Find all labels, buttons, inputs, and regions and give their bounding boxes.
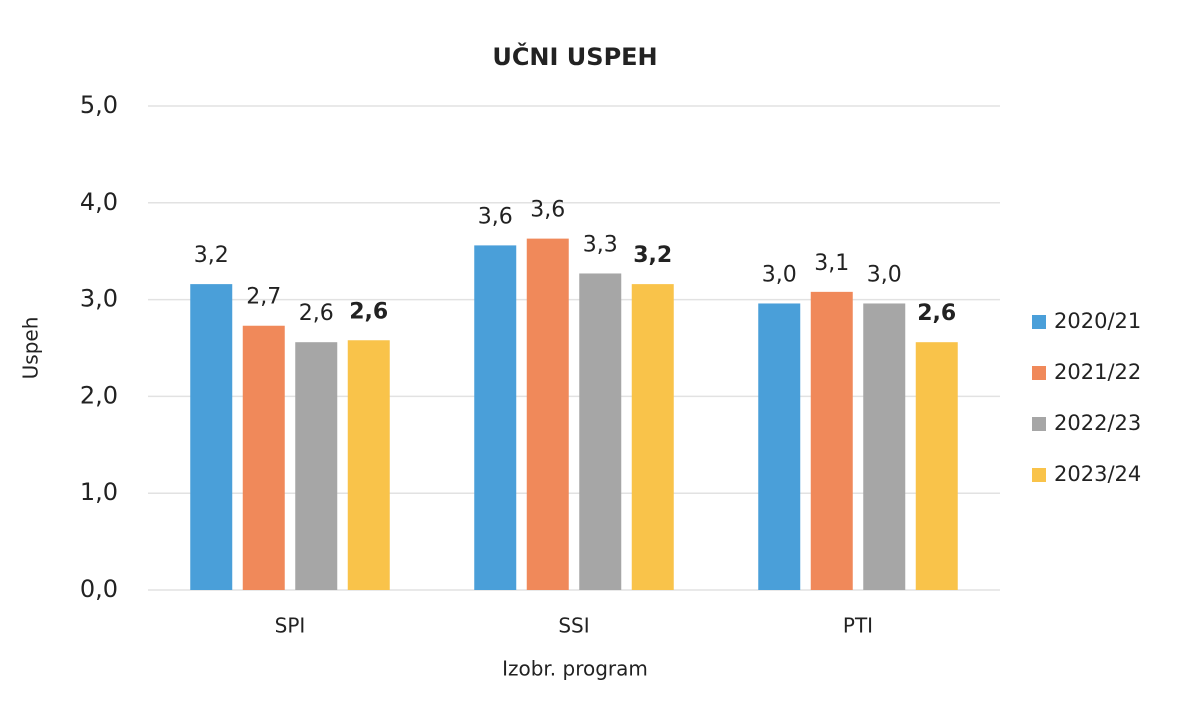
x-axis-label: Izobr. program <box>502 657 648 681</box>
y-tick-label: 4,0 <box>80 188 118 216</box>
data-label: 3,6 <box>530 198 565 223</box>
legend-swatch <box>1032 315 1046 329</box>
x-tick-label: PTI <box>843 614 873 638</box>
x-tick-label: SSI <box>558 614 589 638</box>
bar <box>810 291 853 590</box>
bar <box>526 238 569 590</box>
y-tick-label: 1,0 <box>80 478 118 506</box>
legend-label: 2021/22 <box>1054 360 1141 384</box>
y-tick-label: 5,0 <box>80 91 118 119</box>
legend-label: 2022/23 <box>1054 411 1141 435</box>
data-label: 3,6 <box>478 204 513 229</box>
chart-title: UČNI USPEH <box>492 41 657 71</box>
x-tick-label: SPI <box>275 614 306 638</box>
y-tick-label: 3,0 <box>80 285 118 313</box>
bar <box>190 284 233 590</box>
data-label: 3,0 <box>762 262 797 287</box>
y-tick-label: 0,0 <box>80 575 118 603</box>
legend-swatch <box>1032 366 1046 380</box>
data-label: 3,1 <box>814 251 849 276</box>
bar <box>915 342 958 590</box>
bar <box>758 303 801 590</box>
bar <box>863 303 906 590</box>
data-label: 3,0 <box>867 262 902 287</box>
bar <box>347 340 390 590</box>
y-tick-label: 2,0 <box>80 381 118 409</box>
bar <box>631 284 674 590</box>
legend-label: 2020/21 <box>1054 309 1141 333</box>
legend-label: 2023/24 <box>1054 462 1141 486</box>
data-label: 3,2 <box>633 243 672 268</box>
bar <box>242 325 285 590</box>
data-label: 2,6 <box>349 299 388 324</box>
bar <box>295 342 338 590</box>
y-axis-label: Uspeh <box>19 317 43 380</box>
data-label: 3,2 <box>194 243 229 268</box>
bar <box>579 273 622 590</box>
legend-swatch <box>1032 468 1046 482</box>
legend-swatch <box>1032 417 1046 431</box>
data-label: 2,6 <box>917 301 956 326</box>
data-label: 2,7 <box>246 285 281 310</box>
data-label: 3,3 <box>583 232 618 257</box>
bar <box>474 245 517 590</box>
data-label: 2,6 <box>299 301 334 326</box>
